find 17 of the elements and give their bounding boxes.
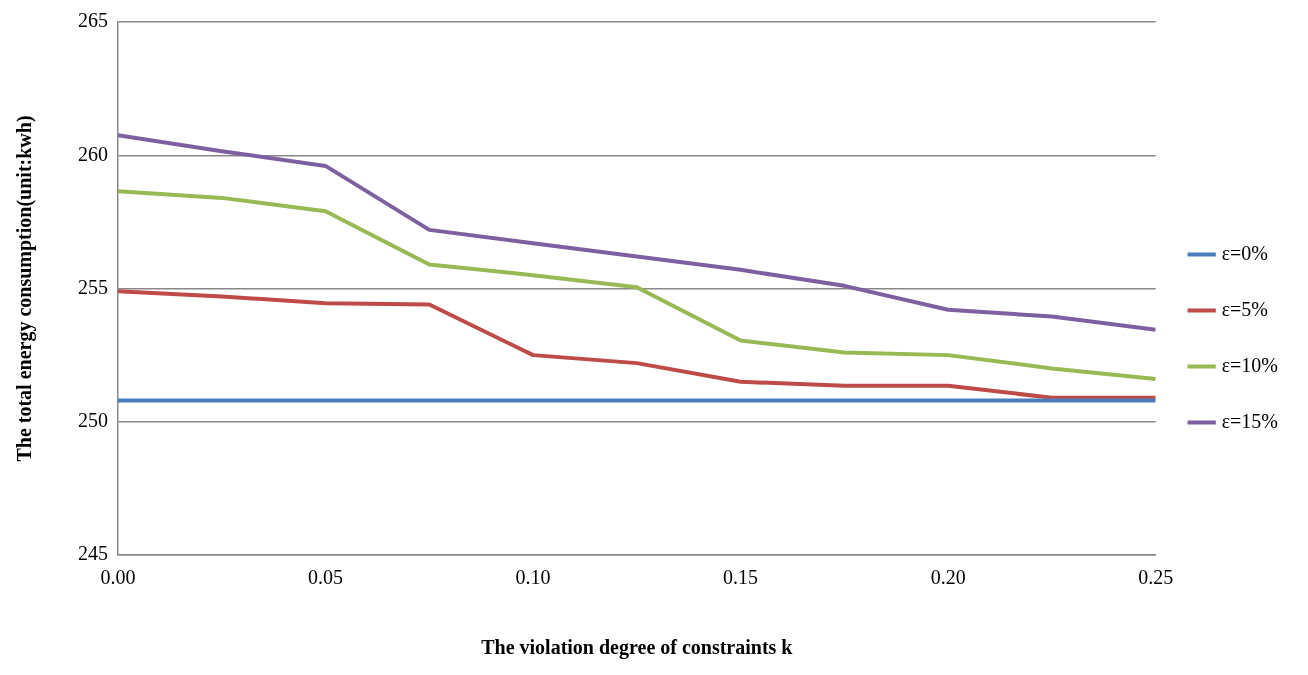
x-tick-label: 0.05: [308, 566, 344, 589]
legend-label: ε=10%: [1221, 353, 1279, 376]
x-tick-label: 0.20: [930, 566, 966, 589]
x-tick-label: 0.00: [100, 566, 136, 589]
y-tick-label: 265: [78, 9, 108, 32]
y-tick-label: 245: [78, 542, 108, 565]
x-tick-label: 0.15: [723, 566, 759, 589]
legend-label: ε=15%: [1221, 409, 1279, 432]
y-tick-label: 250: [78, 409, 108, 431]
x-tick-label: 0.10: [515, 566, 551, 589]
x-tick-label: 0.25: [1138, 566, 1174, 589]
legend-label: ε=0%: [1221, 241, 1269, 264]
y-axis-title: The total energy consumption(unit:kwh): [13, 115, 37, 462]
y-tick-label: 260: [78, 142, 108, 165]
y-tick-label: 255: [78, 275, 108, 298]
x-axis-title: The violation degree of constraints k: [481, 636, 794, 660]
legend-label: ε=5%: [1221, 297, 1269, 320]
